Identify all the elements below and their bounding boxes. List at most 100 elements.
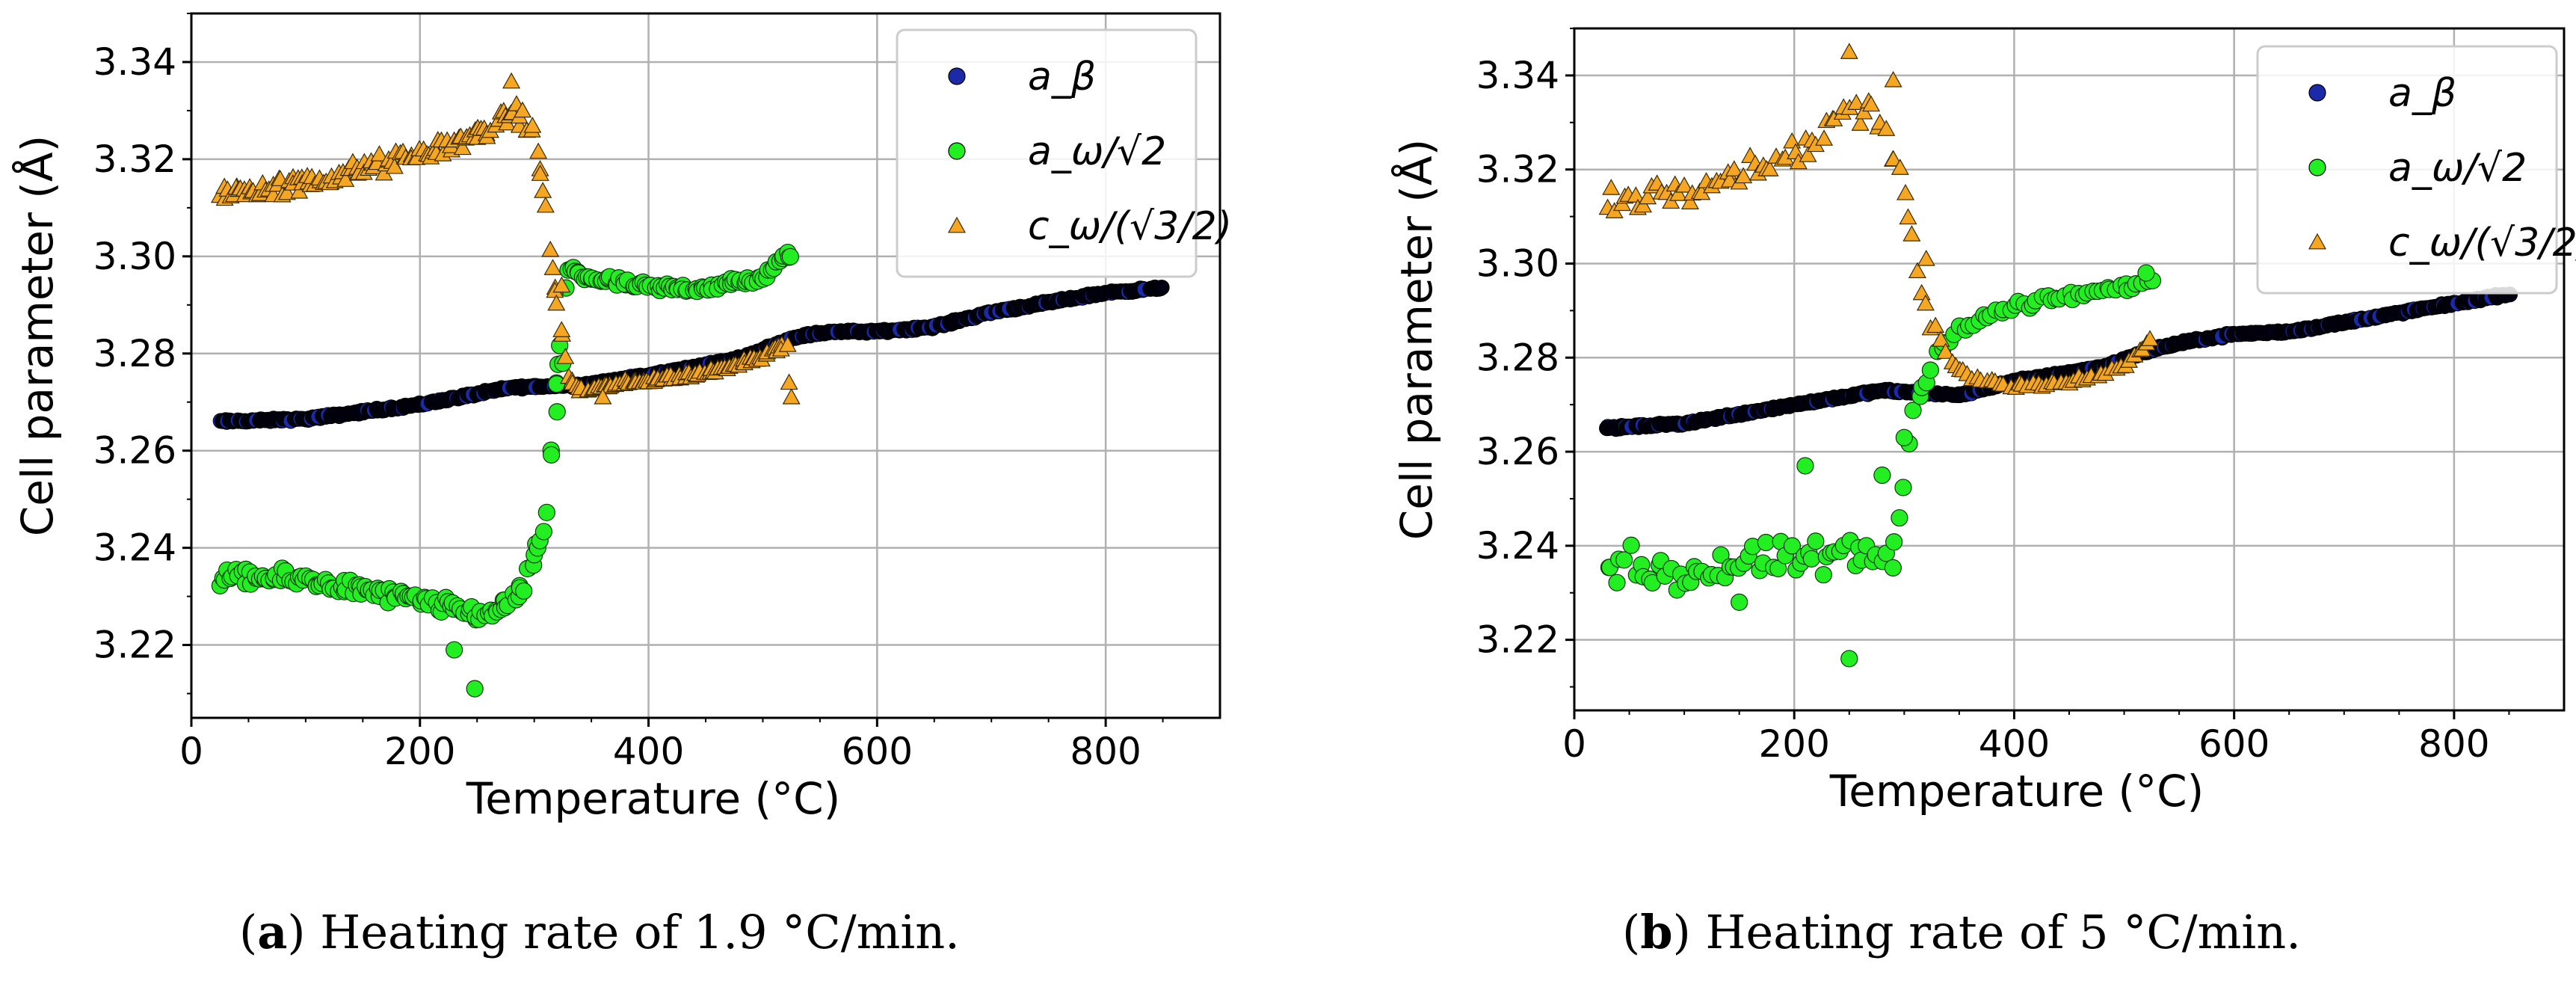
caption-a-label: a [257, 905, 288, 959]
data-point [1873, 466, 1891, 485]
y-tick-label: 3.22 [93, 624, 176, 667]
x-tick-label: 0 [179, 730, 203, 773]
data-point [1639, 188, 1657, 205]
chart-panel-b: 0 200 400 600 800 3.22 3.24 3.26 3.28 3.30 3.32 3.3… [1390, 27, 2576, 817]
legend-label: c_ω/(√3/2) [1028, 204, 1232, 249]
plot-area [211, 72, 1170, 698]
x-tick-label: 600 [2198, 722, 2270, 766]
data-point [1783, 537, 1802, 555]
data-point [1602, 179, 1621, 195]
data-point [385, 157, 404, 174]
x-tick-label: 600 [842, 730, 913, 773]
data-point [336, 170, 355, 187]
data-point [1675, 176, 1694, 193]
plot-area [1598, 43, 2518, 668]
y-tick-label: 3.30 [1476, 242, 1559, 285]
y-tick-label: 3.28 [1476, 336, 1559, 379]
caption-b-label: b [1640, 905, 1673, 959]
data-point [2137, 264, 2155, 282]
data-point [1921, 361, 1939, 379]
data-point [534, 523, 552, 541]
data-point [780, 373, 798, 390]
data-point [547, 294, 566, 311]
legend-label: c_ω/(√3/2) [2388, 221, 2576, 265]
caption-b-text: Heating rate of 5 °C/min. [1705, 905, 2301, 959]
data-point [1895, 428, 1913, 446]
data-point [1885, 533, 1903, 551]
data-point [778, 336, 797, 352]
data-point [537, 503, 555, 521]
y-tick-label: 3.22 [1476, 618, 1559, 662]
legend: a_β a_ω/√2 c_ω/(√3/2) [2256, 45, 2576, 295]
series-a_omega [1600, 264, 2162, 668]
y-tick-label: 3.26 [1476, 430, 1559, 473]
plot-frame [190, 12, 1221, 719]
x-axis-label: Temperature (°C) [1829, 766, 2204, 817]
data-point [1894, 479, 1912, 497]
data-point [1796, 457, 1814, 475]
data-point [1912, 283, 1931, 301]
data-point [1608, 574, 1626, 591]
data-point [514, 101, 532, 118]
y-tick-label: 3.26 [93, 429, 176, 473]
data-point [1862, 95, 1881, 112]
data-point [515, 582, 533, 600]
data-point [1734, 167, 1753, 184]
y-tick-label: 3.34 [93, 40, 176, 84]
data-point [277, 183, 296, 200]
x-tick-label: 200 [1759, 722, 1830, 766]
data-point [1891, 508, 1908, 527]
data-point [1680, 193, 1699, 209]
data-point [1757, 533, 1775, 552]
y-tick-label: 3.34 [1476, 54, 1559, 97]
plot-frame [1573, 27, 2566, 712]
data-point [782, 387, 801, 405]
data-point [534, 182, 552, 198]
data-point [1936, 342, 1955, 359]
data-point [1783, 132, 1802, 149]
legend-box [896, 28, 1198, 278]
data-point [1627, 186, 1645, 203]
data-point [1899, 208, 1917, 225]
legend-marker [947, 216, 967, 233]
data-point [1908, 262, 1926, 278]
data-point [523, 117, 542, 133]
x-tick-label: 200 [384, 730, 455, 773]
series-a_omega [211, 243, 799, 698]
data-point [1916, 294, 1935, 311]
data-point [1669, 185, 1688, 201]
legend-label: a_ω/√2 [2388, 146, 2527, 191]
x-tick-label: 400 [613, 730, 684, 773]
data-point [1926, 316, 1945, 333]
caption-a: (a) Heating rate of 1.9 °C/min. [239, 905, 960, 959]
data-point [542, 446, 561, 464]
data-point [370, 145, 389, 162]
data-point [1877, 120, 1896, 136]
legend-marker [948, 67, 966, 85]
data-point [1851, 114, 1870, 131]
data-point [1917, 249, 1935, 266]
legend-box [2256, 45, 2558, 295]
series-c_omega [1598, 43, 2160, 395]
legend-marker [2308, 159, 2326, 176]
data-point [1884, 70, 1902, 87]
data-point [594, 387, 612, 405]
series-c_omega [211, 72, 801, 405]
data-point [1633, 196, 1652, 213]
y-tick-label: 3.32 [93, 138, 176, 181]
data-point [453, 138, 472, 156]
data-point [446, 641, 463, 659]
caption-a-text: Heating rate of 1.9 °C/min. [320, 905, 960, 959]
data-point [548, 403, 566, 421]
data-point [1802, 550, 1820, 568]
x-tick-label: 800 [2418, 722, 2489, 766]
data-point [1153, 279, 1170, 295]
data-point [1891, 159, 1909, 175]
legend-label: a_ω/√2 [1028, 129, 1166, 174]
legend-marker [948, 142, 966, 160]
data-point [781, 248, 799, 265]
data-point [1840, 650, 1858, 668]
data-point [1799, 146, 1817, 162]
legend-marker [2308, 233, 2327, 250]
